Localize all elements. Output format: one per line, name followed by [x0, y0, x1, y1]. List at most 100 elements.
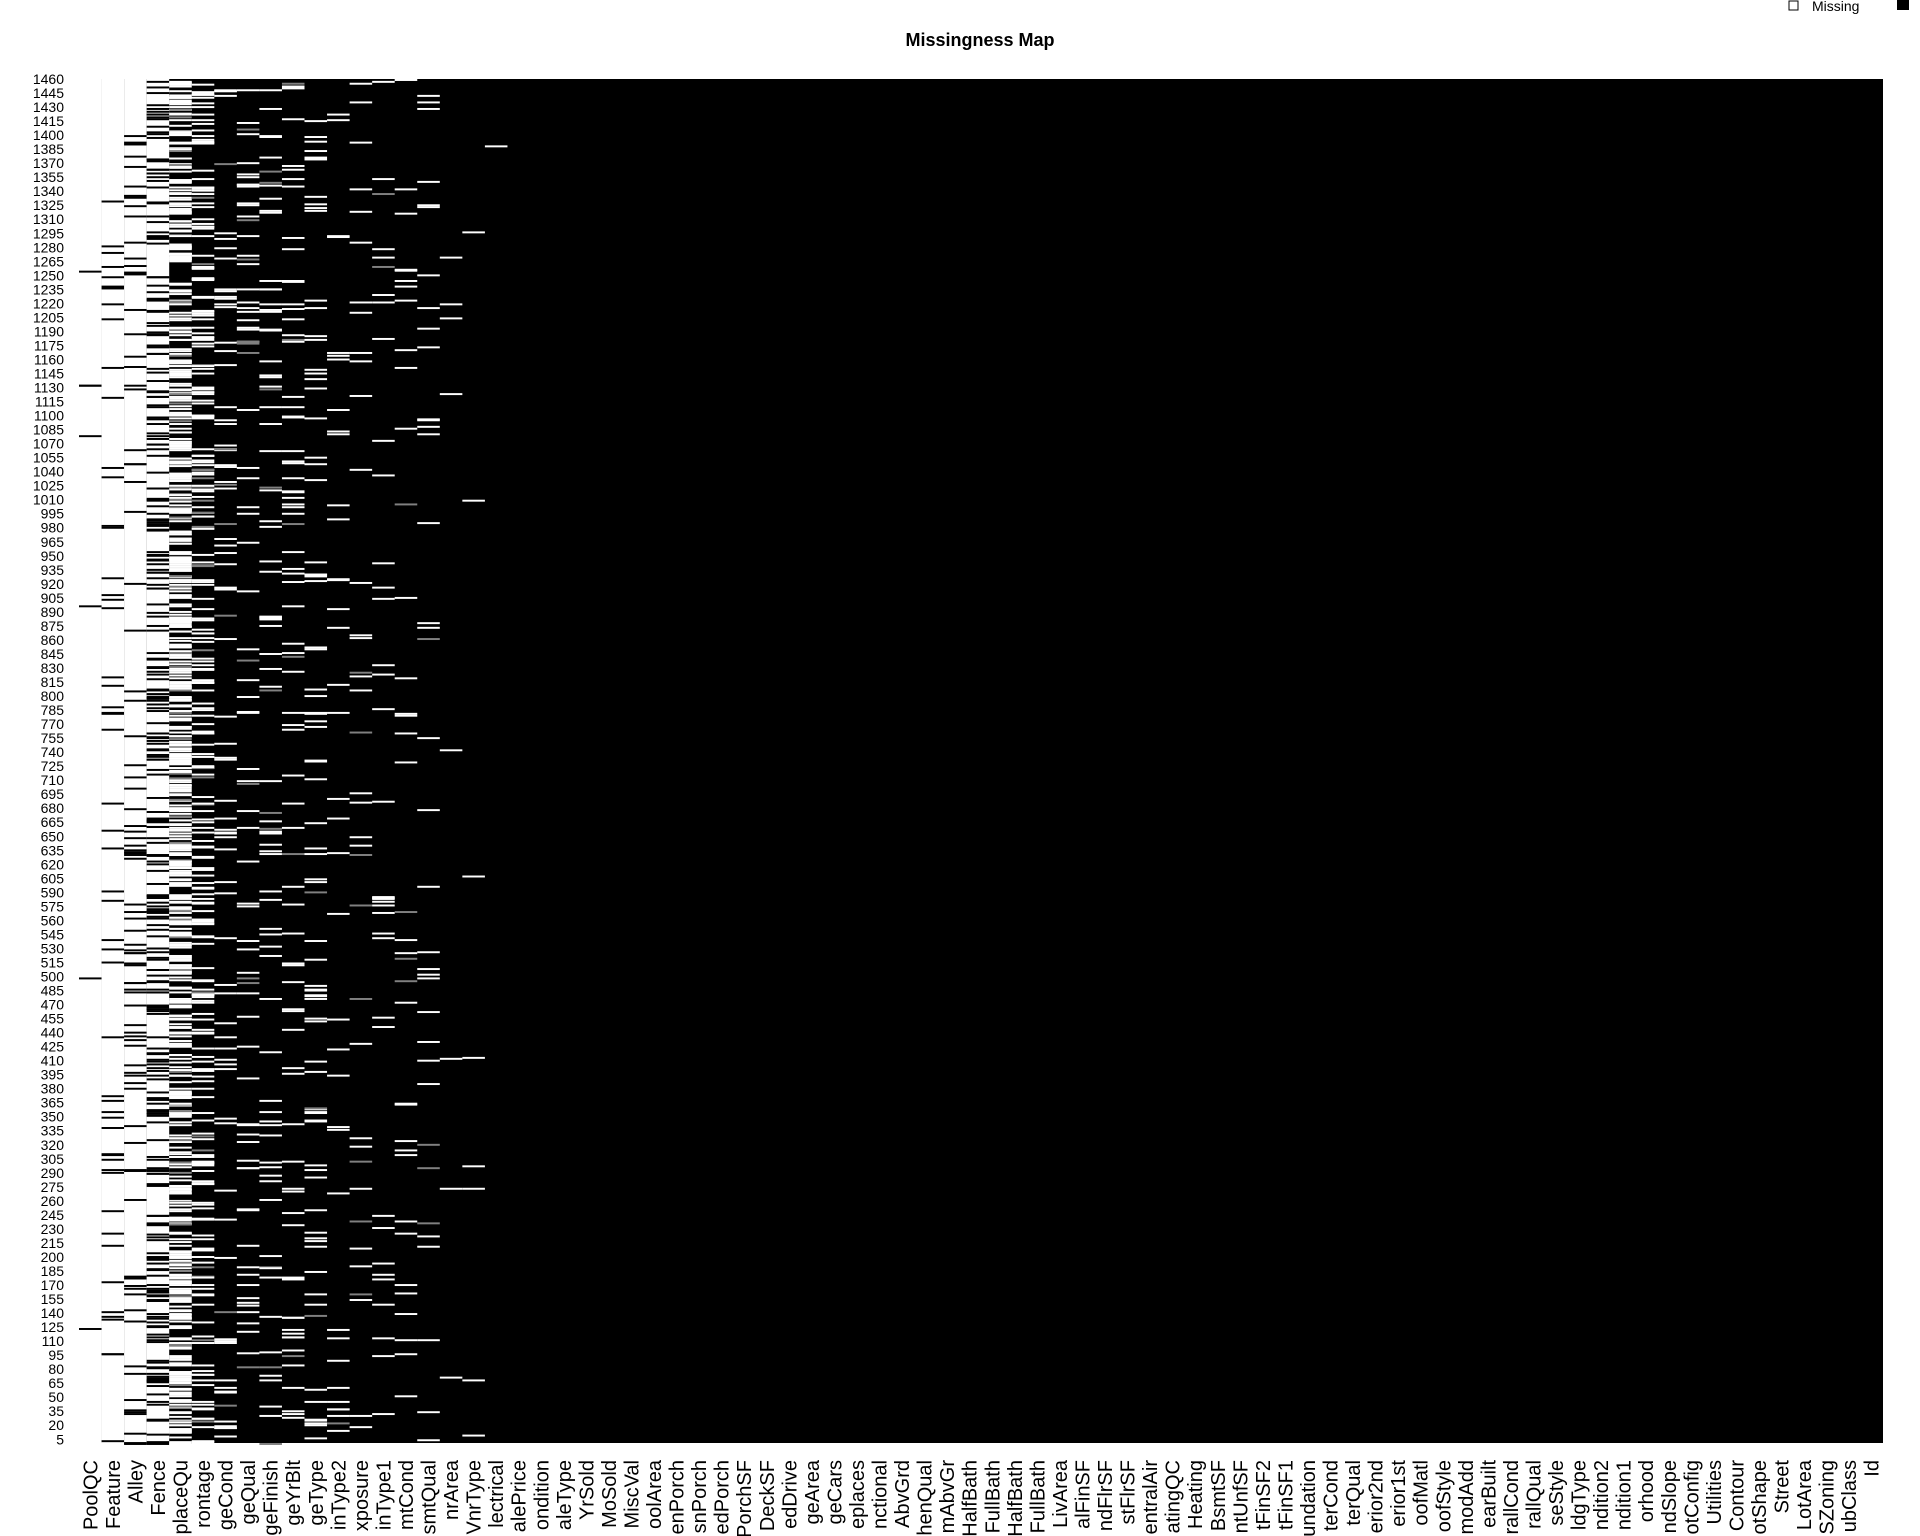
missing-cell — [169, 874, 192, 877]
missing-cell — [169, 1421, 192, 1424]
missing-cell — [214, 290, 237, 293]
missing-cell — [259, 624, 282, 627]
missing-cell — [169, 164, 192, 167]
missing-cell — [327, 504, 350, 507]
x-tick-label: stFlrSF — [1118, 1460, 1140, 1524]
observed-cell — [146, 629, 170, 632]
missing-cell — [327, 608, 350, 611]
observed-cell — [146, 1366, 170, 1369]
missing-cell — [281, 118, 305, 121]
missing-cell — [394, 1140, 418, 1143]
y-tick-label: 65 — [48, 1375, 64, 1391]
missing-cell — [214, 1117, 237, 1120]
observed-cell — [124, 1031, 147, 1034]
missing-cell — [169, 283, 192, 286]
missing-cell — [191, 1335, 215, 1338]
missing-cell — [169, 1026, 192, 1029]
missing-cell — [304, 1176, 328, 1179]
missing-cell — [169, 542, 192, 545]
missing-cell — [394, 1395, 418, 1398]
observed-cell — [146, 131, 170, 134]
observed-cell — [124, 1287, 147, 1290]
missing-cell — [169, 180, 192, 183]
missing-cell — [304, 994, 328, 997]
x-tick-label: FullBath — [1027, 1460, 1049, 1533]
missing-cell — [191, 664, 215, 667]
observed-cell — [146, 334, 170, 337]
y-tick-label: 755 — [41, 730, 65, 746]
missing-cell — [169, 186, 192, 189]
missing-cell — [169, 743, 192, 746]
missing-cell — [236, 301, 260, 304]
missing-cell — [169, 900, 192, 903]
observed-cell — [146, 1109, 170, 1112]
observed-cell — [101, 728, 125, 731]
missing-cell — [169, 189, 192, 192]
missing-cell — [236, 1159, 260, 1162]
missing-cell — [169, 790, 192, 793]
missing-cell — [349, 1160, 373, 1163]
missing-cell — [191, 967, 215, 970]
missing-cell — [169, 1273, 192, 1276]
x-tick-label: alePrice — [509, 1460, 531, 1532]
missing-cell — [169, 687, 192, 690]
missing-cell — [191, 1364, 215, 1367]
x-tick-label: earBuilt — [1478, 1460, 1500, 1528]
missing-cell — [281, 512, 305, 515]
observed-cell — [146, 988, 170, 991]
observed-cell — [124, 690, 147, 693]
missing-cell — [169, 1315, 192, 1318]
missing-cell — [191, 922, 215, 925]
missing-cell — [169, 1290, 192, 1293]
missing-cell — [417, 1245, 440, 1248]
observed-cell — [146, 116, 170, 119]
observed-cell — [146, 1239, 170, 1242]
legend-missing-swatch — [1788, 0, 1799, 11]
observed-cell — [146, 1393, 170, 1396]
observed-cell — [146, 1315, 170, 1318]
y-tick-label: 425 — [41, 1039, 65, 1055]
observed-cell — [146, 1291, 170, 1294]
observed-cell — [146, 1339, 170, 1342]
missing-cell — [417, 968, 440, 971]
missing-cell — [169, 1244, 192, 1247]
missing-column-8 — [259, 89, 282, 1445]
missing-cell — [191, 1018, 215, 1021]
missing-cell — [169, 413, 192, 416]
missing-cell — [372, 1227, 395, 1230]
missing-cell — [236, 512, 260, 515]
x-tick-label: Fence — [148, 1460, 170, 1516]
missing-cell — [169, 193, 192, 196]
missing-cell — [214, 588, 237, 591]
missing-cell — [259, 184, 282, 187]
x-tick-label: inType1 — [373, 1460, 395, 1530]
x-tick-label: BsmtSF — [1208, 1460, 1230, 1531]
missing-cell — [169, 605, 192, 608]
observed-cell — [124, 449, 147, 452]
observed-cell — [124, 1074, 147, 1077]
missing-cell — [214, 423, 237, 426]
missing-cell — [191, 122, 215, 125]
missing-cell — [372, 1214, 395, 1217]
missing-cell — [417, 307, 440, 310]
missing-cell — [169, 845, 192, 848]
x-tick-label: mtCond — [396, 1460, 418, 1530]
missing-cell — [214, 538, 237, 540]
missing-cell — [169, 106, 192, 109]
missing-cell — [327, 711, 350, 714]
x-tick-label: ntUnfSF — [1230, 1460, 1252, 1533]
missing-cell — [169, 208, 192, 210]
missing-cell — [191, 142, 215, 145]
y-tick-label: 500 — [41, 968, 65, 984]
missing-cell — [304, 648, 328, 651]
observed-cell — [124, 1372, 147, 1375]
missing-cell — [214, 992, 237, 995]
observed-cell — [101, 711, 125, 714]
missing-cell — [169, 1201, 192, 1204]
observed-cell — [124, 825, 147, 828]
missing-cell — [372, 294, 395, 296]
missing-cell — [372, 178, 395, 181]
missing-cell — [191, 365, 215, 368]
missing-cell — [191, 448, 215, 451]
y-tick-label: 350 — [41, 1109, 65, 1125]
